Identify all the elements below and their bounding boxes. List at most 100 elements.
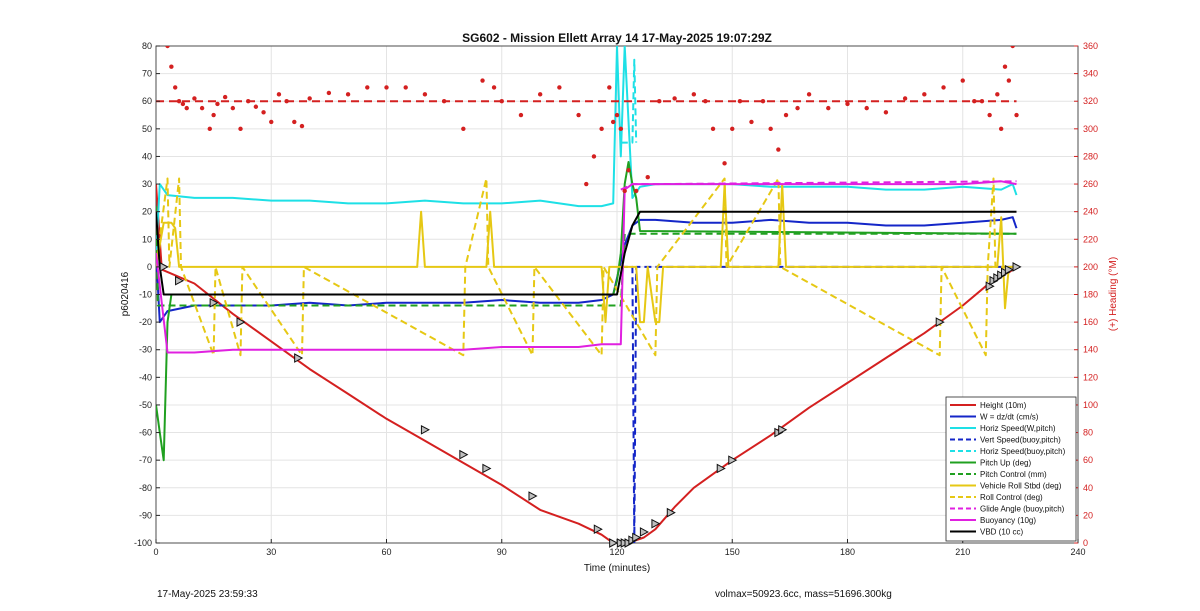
- heading-point: [215, 101, 220, 107]
- depth-marker: [935, 317, 945, 327]
- heading-point: [230, 105, 236, 111]
- y-tick-label: 60: [142, 96, 152, 106]
- depth-marker: [632, 532, 642, 543]
- depth-marker: [420, 424, 430, 435]
- heading-point: [365, 85, 370, 90]
- y-tick-label: -30: [139, 345, 152, 355]
- heading-point: [261, 110, 266, 115]
- heading-point: [614, 112, 620, 118]
- y-tick-label: 80: [142, 41, 152, 51]
- heading-point: [491, 85, 497, 90]
- heading-point: [1002, 64, 1008, 69]
- series-layer: [156, 46, 1018, 543]
- heading-point: [292, 119, 297, 125]
- heading-point: [657, 99, 662, 104]
- y-tick-label: 20: [142, 207, 152, 217]
- y-tick-label: -60: [139, 428, 152, 438]
- x-tick-label: 60: [381, 547, 391, 557]
- heading-point: [173, 85, 178, 90]
- depth-marker: [1012, 262, 1022, 272]
- heading-point: [276, 92, 282, 97]
- series-line: [156, 180, 1017, 354]
- heading-point: [222, 94, 228, 100]
- heading-point: [960, 78, 965, 83]
- heading-point: [995, 92, 1000, 97]
- x-axis-label: Time (minutes): [584, 563, 650, 574]
- y-tick-label: -80: [139, 483, 152, 493]
- y-axis-label: p6020416: [120, 271, 131, 316]
- y2-tick-label: 80: [1083, 428, 1093, 438]
- heading-point: [207, 126, 212, 132]
- depth-marker: [528, 491, 538, 501]
- heading-point: [180, 101, 186, 107]
- heading-point: [599, 126, 604, 132]
- heading-point: [591, 154, 597, 159]
- y2-tick-label: 60: [1083, 455, 1093, 465]
- heading-point: [645, 174, 650, 180]
- heading-point: [691, 92, 697, 97]
- legend-label: Buoyancy (10g): [980, 516, 1036, 525]
- heading-point: [883, 110, 889, 115]
- legend-label: Height (10m): [980, 401, 1027, 410]
- series-line: [156, 46, 1018, 254]
- depth-marker: [728, 455, 738, 465]
- depth-marker: [1004, 264, 1014, 275]
- legend-label: Pitch Control (mm): [980, 470, 1047, 479]
- y-tick-label: 30: [142, 179, 152, 189]
- heading-point: [722, 161, 727, 166]
- footer-timestamp: 17-May-2025 23:59:33: [157, 589, 258, 600]
- heading-point: [622, 188, 627, 194]
- y2-tick-label: 120: [1083, 372, 1098, 382]
- y-tick-label: 10: [142, 234, 152, 244]
- heading-point: [461, 126, 466, 132]
- heading-point: [737, 99, 743, 104]
- y2-tick-label: 100: [1083, 400, 1098, 410]
- heading-point: [584, 181, 589, 187]
- legend-label: Glide Angle (buoy,pitch): [980, 505, 1065, 514]
- y-tick-label: 50: [142, 124, 152, 134]
- y-tick-label: -40: [139, 372, 152, 382]
- depth-marker: [651, 518, 661, 529]
- footer-info: volmax=50923.6cc, mass=51696.300kg: [715, 589, 892, 600]
- y2-tick-label: 320: [1083, 96, 1098, 106]
- y-tick-label: 40: [142, 151, 152, 161]
- y2-tick-label: 200: [1083, 262, 1098, 272]
- depth-marker: [482, 463, 492, 474]
- heading-point: [1014, 112, 1019, 118]
- y2-tick-label: 280: [1083, 151, 1098, 161]
- heading-point: [557, 85, 562, 90]
- x-tick-label: 120: [609, 547, 624, 557]
- y-tick-label: 0: [147, 262, 152, 272]
- heading-point: [169, 64, 174, 69]
- y2-tick-label: 260: [1083, 179, 1098, 189]
- heading-point: [403, 85, 408, 90]
- heading-point: [826, 105, 831, 111]
- depth-markers: [159, 262, 1022, 548]
- x-tick-label: 180: [840, 547, 855, 557]
- heading-point: [345, 92, 351, 97]
- heading-point: [184, 105, 189, 111]
- legend-label: W = dz/dt (cm/s): [980, 413, 1039, 422]
- legend-label: Roll Control (deg): [980, 493, 1043, 502]
- legend-label: VBD (10 cc): [980, 528, 1023, 537]
- heading-point: [634, 188, 639, 194]
- depth-marker: [236, 317, 246, 327]
- x-tick-label: 240: [1070, 547, 1085, 557]
- heading-point: [672, 96, 677, 101]
- heading-point: [1006, 78, 1012, 83]
- heading-point: [165, 46, 170, 49]
- series-line: [620, 58, 638, 144]
- heading-point: [626, 168, 631, 173]
- legend-label: Vert Speed(buoy,pitch): [980, 436, 1061, 445]
- y2-tick-label: 160: [1083, 317, 1098, 327]
- chart-legend: Height (10m) W = dz/dt (cm/s) Horiz Speed(…: [945, 396, 1077, 542]
- series-line: [156, 183, 1017, 324]
- heading-point: [845, 101, 850, 107]
- heading-point: [941, 85, 946, 90]
- heading-point: [998, 126, 1004, 132]
- axes: 0 30 60 90 120 150 180 210 240-100-90-80-70-60-5…: [134, 41, 1098, 557]
- heading-point: [1010, 46, 1015, 49]
- depth-marker: [639, 527, 649, 537]
- heading-point: [864, 105, 869, 111]
